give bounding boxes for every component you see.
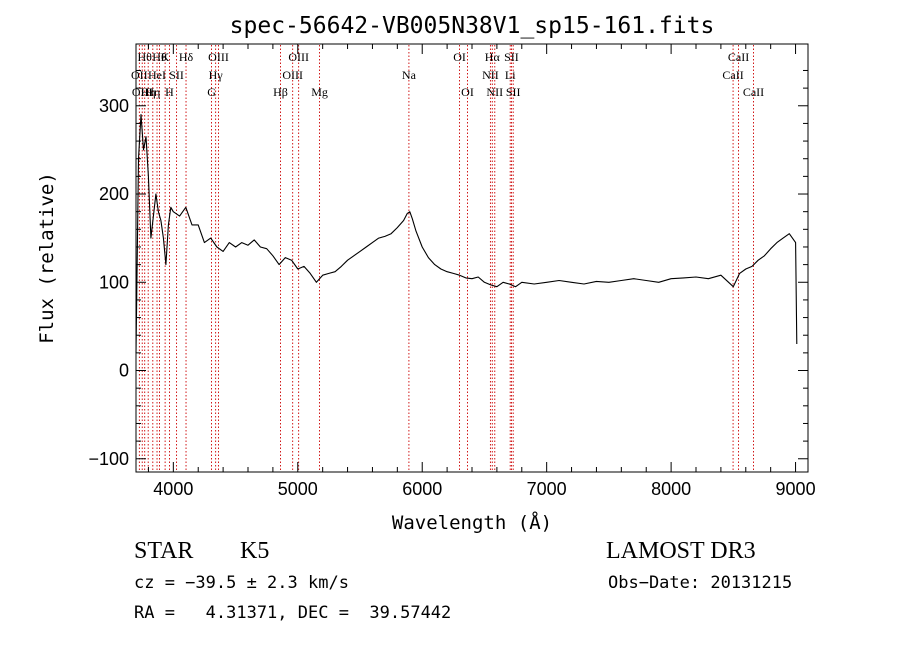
- line-label-27: CaII: [722, 68, 743, 82]
- line-label-12: Hγ: [209, 68, 224, 82]
- line-label-23: NII: [486, 85, 503, 99]
- spectrum-line-0: [135, 114, 798, 353]
- line-label-11: G: [207, 85, 216, 99]
- y-tick-label: 0: [119, 361, 129, 381]
- y-tick-label: 300: [99, 96, 129, 116]
- line-label-21: NII: [482, 68, 499, 82]
- y-axis: −100 0 100 200 300: [88, 69, 808, 469]
- line-label-10: Hδ: [179, 50, 194, 64]
- line-label-16: OIII: [288, 50, 309, 64]
- line-label-15: OIII: [282, 68, 303, 82]
- x-tick-label: 6000: [402, 479, 442, 499]
- x-tick-label: 7000: [527, 479, 567, 499]
- line-label-20: OI: [461, 85, 474, 99]
- line-label-5: HeI: [148, 68, 166, 82]
- x-axis-label: Wavelength (Å): [392, 511, 552, 534]
- line-label-8: H: [165, 85, 174, 99]
- line-label-19: OI: [453, 50, 466, 64]
- object-class: STAR: [134, 538, 194, 564]
- y-tick-label: −100: [88, 449, 129, 469]
- line-label-4: Hη: [145, 85, 160, 99]
- x-tick-label: 9000: [776, 479, 816, 499]
- line-label-22: Hα: [485, 50, 501, 64]
- line-label-18: Na: [402, 68, 417, 82]
- x-tick-label: 5000: [278, 479, 318, 499]
- x-tick-label: 8000: [651, 479, 691, 499]
- y-tick-label: 100: [99, 272, 129, 292]
- y-axis-label: Flux (relative): [36, 172, 58, 344]
- line-label-7: K: [161, 50, 170, 64]
- line-label-2: Hθ: [138, 50, 153, 64]
- emission-line-labels: OIIOIIIHθHηHηHeIHθKHSIIHδGHγOIIIHβOIIIOI…: [131, 50, 764, 99]
- x-axis: 4000 5000 6000 7000 8000 9000: [147, 44, 816, 499]
- line-label-17: Mg: [311, 85, 328, 99]
- survey-name: LAMOST DR3: [606, 538, 756, 564]
- observation-date: Obs−Date: 20131215: [608, 573, 793, 593]
- line-label-26: SII: [506, 85, 521, 99]
- line-label-25: SII: [504, 50, 519, 64]
- sky-coordinates: RA = 4.31371, DEC = 39.57442: [134, 603, 452, 623]
- line-label-0: OII: [131, 68, 148, 82]
- emission-line-markers: [138, 45, 754, 471]
- line-label-29: CaII: [743, 85, 764, 99]
- line-label-14: Hβ: [273, 85, 288, 99]
- object-subclass: K5: [240, 538, 270, 564]
- plot-frame: [135, 43, 809, 473]
- line-label-28: CaII: [728, 50, 749, 64]
- line-label-13: OIII: [208, 50, 229, 64]
- spectrum-series: [135, 114, 798, 353]
- x-tick-label: 4000: [153, 479, 193, 499]
- line-label-24: Li: [505, 68, 516, 82]
- line-label-9: SII: [169, 68, 184, 82]
- line-label-6: Hθ: [152, 50, 167, 64]
- chart-title: spec-56642-VB005N38V1_sp15-161.fits: [230, 13, 715, 39]
- line-label-3: Hη: [141, 85, 156, 99]
- y-tick-label: 200: [99, 184, 129, 204]
- redshift-velocity: cz = −39.5 ± 2.3 km/s: [134, 573, 349, 593]
